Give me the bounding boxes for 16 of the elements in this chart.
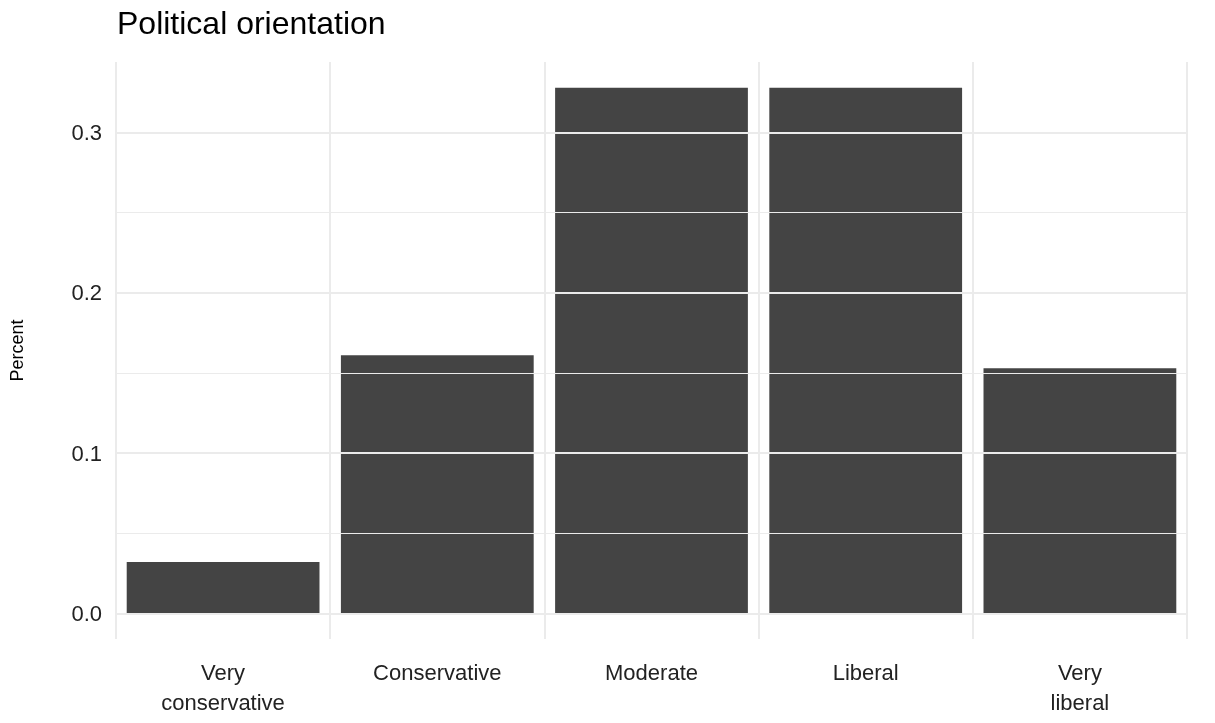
x-tick-label: Conservative bbox=[373, 659, 502, 685]
y-tick-label: 0.0 bbox=[71, 600, 102, 626]
x-tick-label: Liberal bbox=[832, 659, 899, 685]
x-tick-label: Moderate bbox=[605, 659, 698, 685]
y-tick-label: 0.2 bbox=[71, 280, 102, 306]
x-tick-label: Very liberal bbox=[1050, 659, 1110, 715]
chart-title: Political orientation bbox=[117, 5, 386, 41]
x-tick-label: Very conservative bbox=[161, 659, 285, 715]
bar bbox=[983, 368, 1177, 614]
y-tick-label: 0.3 bbox=[71, 120, 102, 146]
bar bbox=[555, 87, 748, 614]
y-tick-label: 0.1 bbox=[71, 440, 102, 466]
bar bbox=[769, 87, 963, 614]
bar bbox=[126, 562, 320, 614]
y-axis-title: Percent bbox=[7, 319, 27, 382]
bar bbox=[340, 355, 534, 614]
